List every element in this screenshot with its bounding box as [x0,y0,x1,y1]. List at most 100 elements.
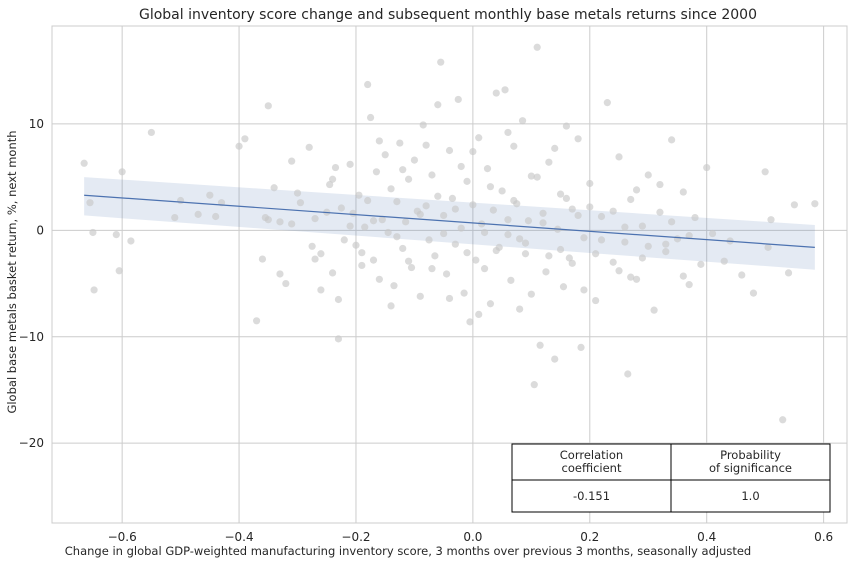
scatter-point [396,139,404,147]
scatter-point [416,210,424,218]
x-tick-labels: −0.6 −0.4 −0.2 0.0 0.2 0.4 0.6 [108,530,834,544]
scatter-point [296,199,305,207]
y-tick-label: −20 [19,436,44,450]
scatter-point [369,217,378,225]
scatter-point [492,246,500,255]
scatter-point [568,205,576,213]
scatter-point [580,234,588,242]
scatter-point [679,272,687,280]
scatter-point [326,180,334,189]
scatter-point [650,306,658,314]
scatter-point [352,241,360,249]
scatter-point [80,159,88,167]
scatter-point [293,189,302,197]
scatter-point [632,186,641,194]
scatter-point [404,175,413,183]
scatter-point [115,267,123,275]
scatter-point [597,236,606,244]
scatter-point [463,177,471,185]
scatter-point [358,261,366,270]
scatter-point [317,250,325,258]
y-tick-label: 10 [29,117,44,131]
scatter-point [492,89,500,97]
scatter-point [469,201,477,209]
scatter-point [556,190,565,198]
scatter-point [384,228,392,237]
scatter-point [624,370,632,378]
scatter-point [410,156,419,164]
scatter-point [779,416,787,424]
stats-table-header: Probability of significance [709,448,792,475]
scatter-point [434,101,442,109]
scatter-point [738,271,746,279]
scatter-point [656,208,664,216]
scatter-point [270,184,278,192]
scatter-point [580,286,588,294]
scatter-point [574,211,582,220]
scatter-point [668,218,676,226]
scatter-point [691,213,699,222]
scatter-point [387,185,395,193]
x-axis-label: Change in global GDP-weighted manufactur… [65,544,751,558]
scatter-point [685,281,693,289]
scatter-point [460,289,468,297]
scatter-point [556,245,565,254]
chart-title: Global inventory score change and subseq… [139,7,757,23]
confidence-band [84,177,815,270]
scatter-point [501,86,509,94]
scatter-point [378,216,386,224]
scatter-point [597,212,606,221]
scatter-point [510,196,518,205]
scatter-point [475,134,483,142]
scatter-point [545,158,553,166]
scatter-point [592,296,600,305]
scatter-point [282,279,290,288]
scatter-point [521,250,530,258]
scatter-point [592,250,600,258]
x-tick-label: −0.6 [108,530,137,544]
scatter-point [334,335,343,343]
scatter-point [586,179,594,188]
scatter-point [627,195,635,204]
scatter-point [308,242,316,250]
scatter-point [361,223,369,231]
scatter-point [399,244,407,253]
gridlines [52,26,847,523]
scatter-point [431,252,439,260]
scatter-point [288,157,296,165]
scatter-point [644,171,652,179]
scatter-point [258,255,267,263]
y-tick-label: −10 [19,330,44,344]
y-axis-label: Global base metals basket return, %, nex… [5,130,19,413]
scatter-point [749,289,758,297]
scatter-point [638,254,647,262]
scatter-point [524,217,533,225]
scatter-point [235,142,243,150]
scatter-point [504,128,512,137]
scatter-point [171,213,179,222]
scatter-point [349,209,357,217]
scatter-point [402,218,410,226]
scatter-point [539,219,547,227]
scatter-point [90,286,98,294]
stats-table-value: 1.0 [741,489,759,503]
scatter-point [346,160,354,168]
scatter-point [387,302,395,310]
scatter-point [340,236,348,244]
confidence-band-group [84,177,815,270]
scatter-point [472,256,480,264]
scatter-point [644,242,652,250]
scatter-point [334,295,343,304]
scatter-point [364,196,372,205]
scatter-point [390,282,398,290]
scatter-point [422,202,430,210]
scatter-point [562,122,571,130]
scatter-point [483,165,492,173]
scatter-point [510,142,518,150]
scatter-point [530,381,538,389]
scatter-point [358,249,366,257]
scatter-point [565,254,573,262]
scatter-point [375,137,383,145]
scatter-point [767,216,775,224]
